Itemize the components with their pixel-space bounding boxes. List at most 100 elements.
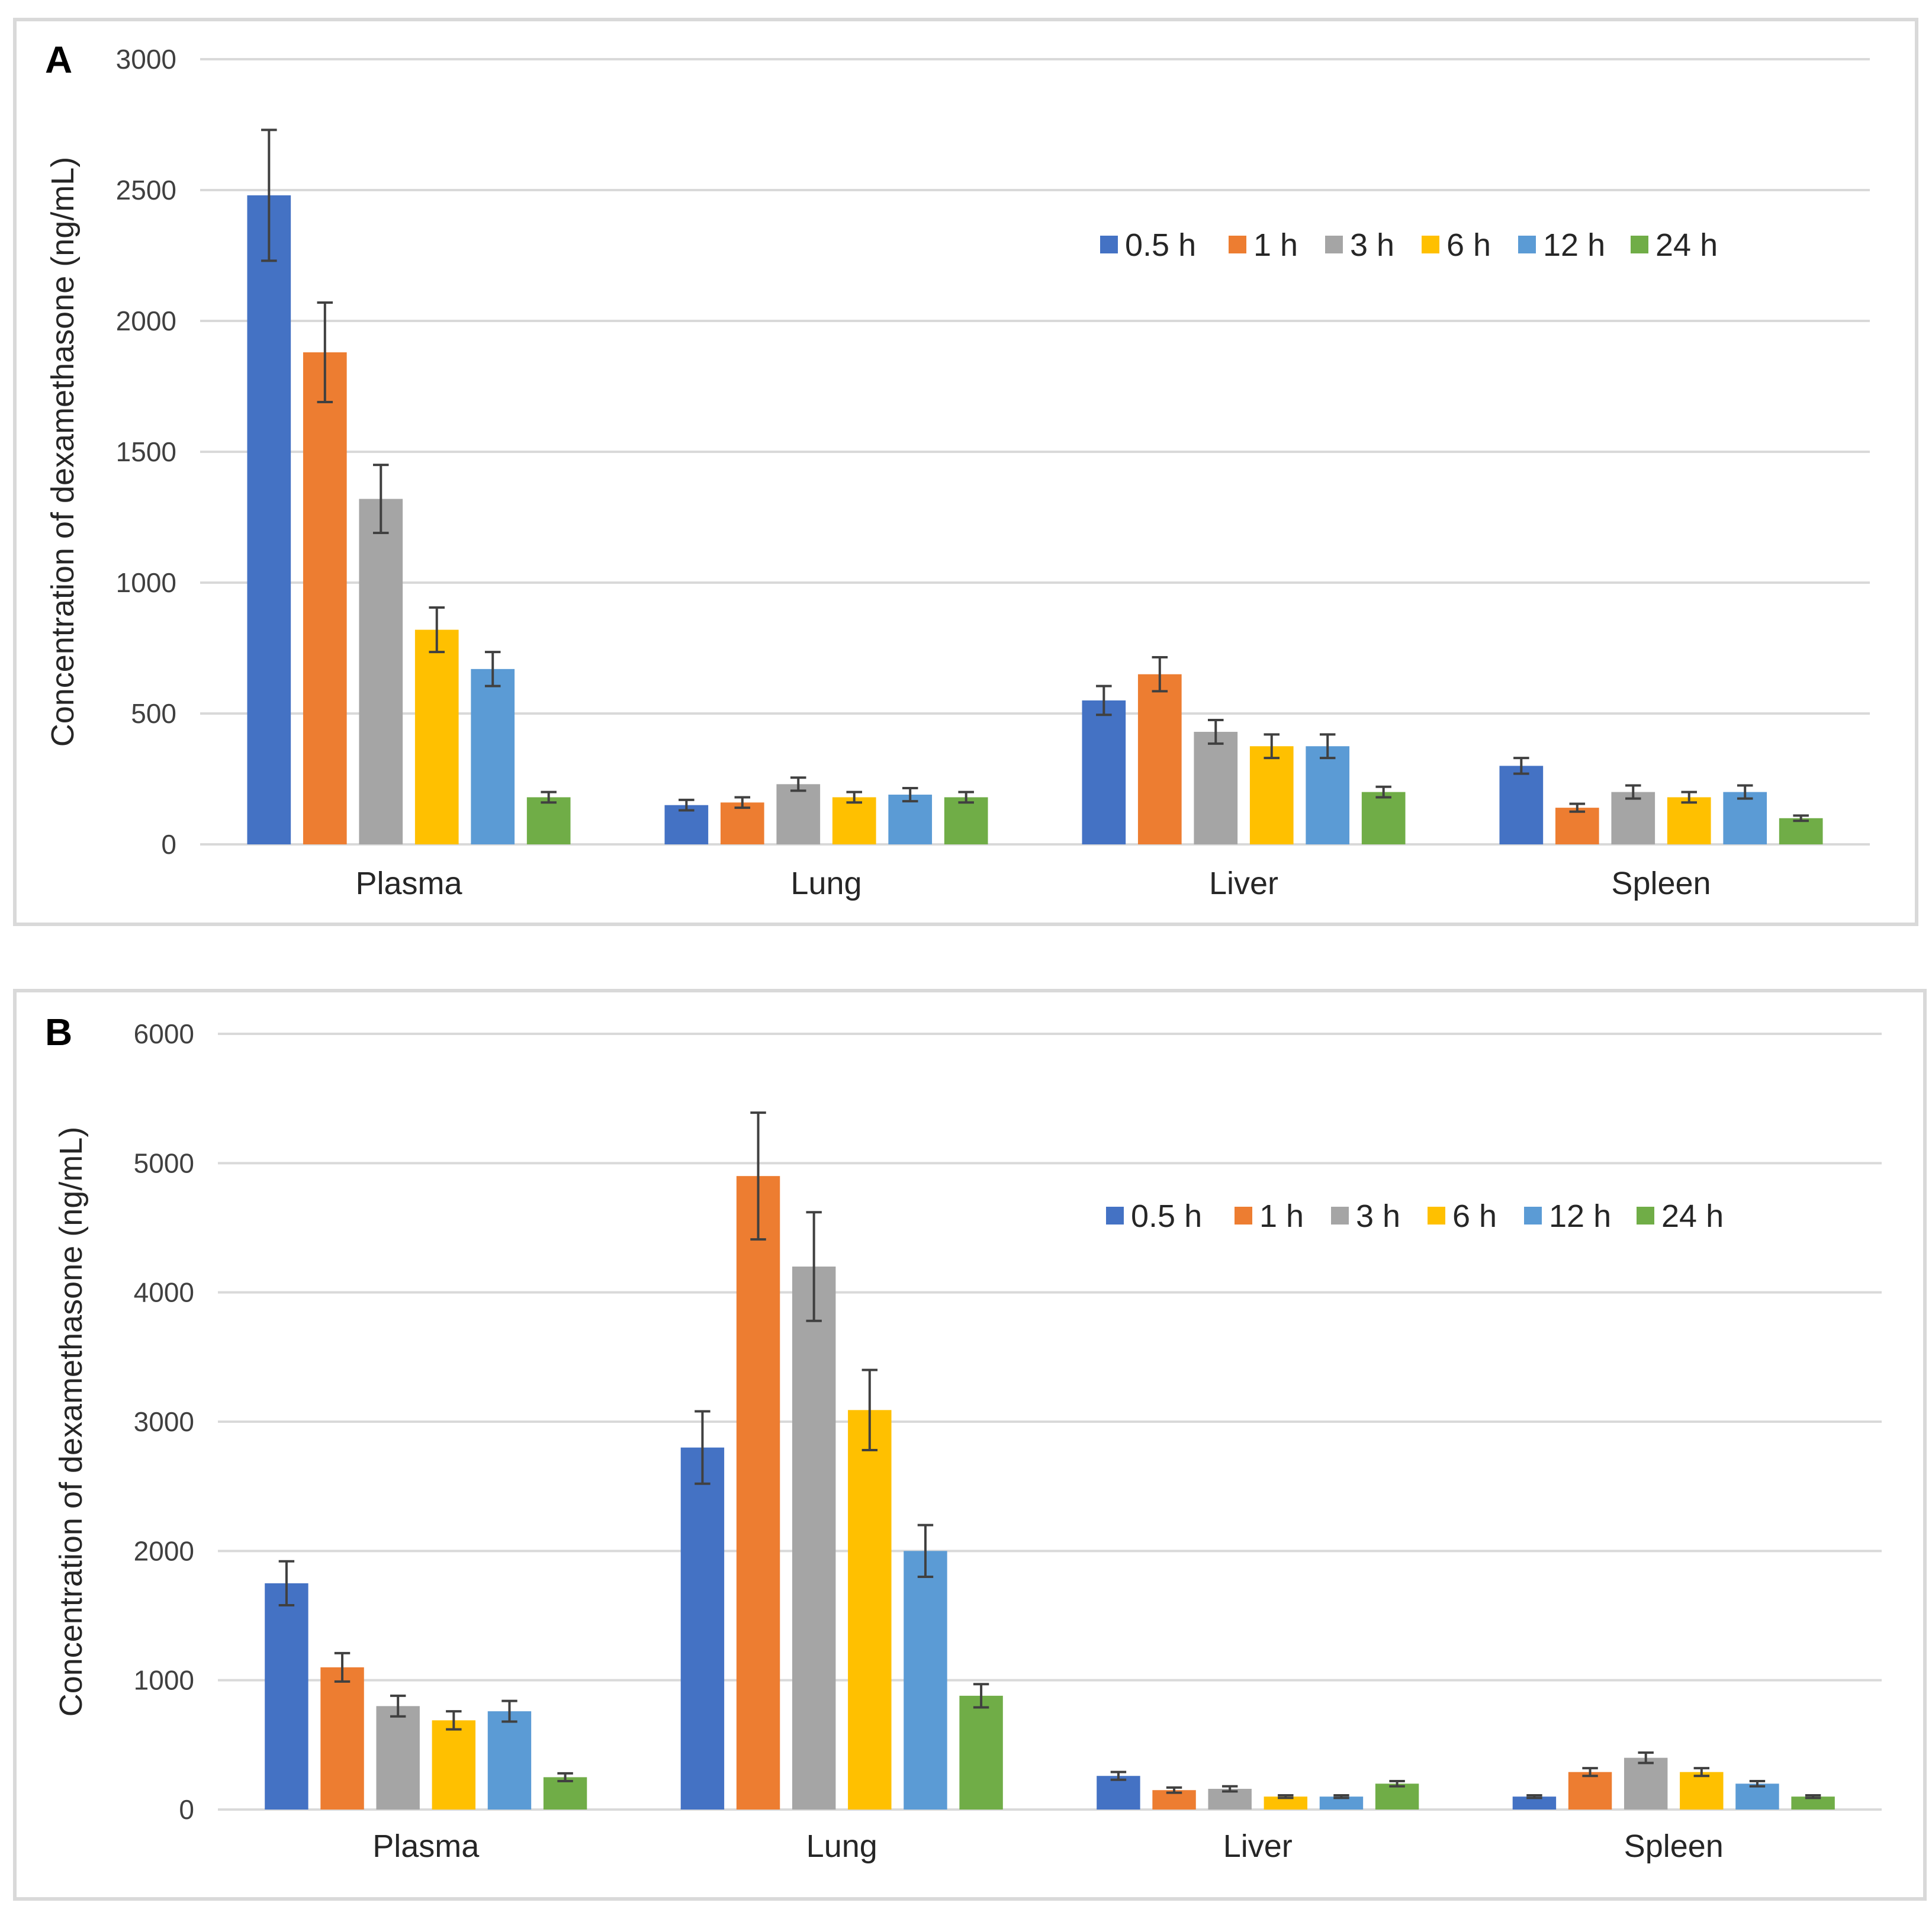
bar-plasma-24h	[543, 1777, 587, 1810]
x-category-label: Spleen	[1611, 866, 1711, 901]
legend-swatch	[1428, 1207, 1445, 1225]
error-bar	[429, 606, 445, 654]
error-bar	[1096, 684, 1112, 716]
error-bar	[1693, 1767, 1710, 1778]
bar-spleen-12h	[1735, 1783, 1779, 1810]
error-bar	[1208, 719, 1224, 745]
error-bar	[317, 301, 333, 404]
bar-lung-1h	[736, 1176, 780, 1810]
x-category-label: Liver	[1223, 1828, 1293, 1864]
y-tick-label: 3000	[116, 44, 176, 75]
bar-spleen-6h	[1680, 1772, 1724, 1810]
legend-label: 0.5 h	[1125, 227, 1196, 263]
error-bar	[679, 798, 695, 812]
bar-liver-05h	[1097, 1776, 1140, 1810]
legend-swatch	[1637, 1207, 1654, 1225]
bar-liver-3h	[1194, 731, 1238, 844]
chart-panel-b: B 0 1000 2000 3000 4000 5000 6000 Concentration…	[13, 989, 1927, 1901]
chart-a-svg: 0 500 1000 1500 2000 2500 3000 Concentration of…	[45, 44, 1870, 901]
error-bar	[446, 1710, 462, 1731]
error-bar	[261, 128, 277, 262]
chart-b-svg: 0 1000 2000 3000 4000 5000 6000 Concentration o…	[53, 1018, 1882, 1864]
error-bar	[1513, 757, 1529, 775]
x-category-label: Lung	[790, 866, 861, 901]
bar-lung-3h	[776, 784, 821, 844]
error-bar	[334, 1651, 351, 1683]
error-bar	[502, 1699, 517, 1723]
y-tick-label: 1000	[134, 1665, 194, 1696]
error-bar	[557, 1772, 573, 1782]
error-bar	[541, 790, 557, 804]
legend-swatch	[1331, 1207, 1349, 1225]
y-tick-label: 1000	[116, 567, 176, 598]
bar-lung-05h	[680, 1447, 725, 1810]
legend-swatch	[1235, 1207, 1252, 1225]
error-bar	[1638, 1751, 1654, 1765]
y-tick-label: 5000	[134, 1148, 194, 1178]
bar-spleen-12h	[1723, 792, 1767, 844]
legend-label: 1 h	[1259, 1198, 1304, 1234]
error-bar	[1681, 790, 1697, 804]
y-tick-label: 2500	[116, 175, 176, 205]
legend-swatch	[1106, 1207, 1124, 1225]
legend-label: 12 h	[1543, 227, 1605, 263]
legend-label: 6 h	[1446, 227, 1491, 263]
error-bar	[1625, 784, 1641, 800]
bar-spleen-24h	[1779, 818, 1823, 844]
bar-liver-12h	[1319, 1796, 1364, 1810]
bar-plasma-12h	[487, 1711, 532, 1810]
bar-spleen-6h	[1667, 797, 1711, 844]
y-tick-label: 1500	[116, 436, 176, 467]
error-bar	[484, 651, 501, 687]
error-bar	[806, 1211, 822, 1322]
error-bar	[1805, 1794, 1821, 1799]
y-tick-label: 500	[131, 698, 176, 729]
error-bar	[1793, 814, 1809, 822]
y-axis-label: Concentration of dexamethasone (ng/mL)	[45, 157, 81, 747]
error-bar	[1264, 733, 1280, 760]
bar-spleen-24h	[1791, 1796, 1835, 1810]
bar-plasma-1h	[320, 1667, 364, 1810]
bar-spleen-05h	[1499, 766, 1544, 844]
error-bar	[1737, 784, 1753, 800]
legend-swatch	[1422, 236, 1439, 253]
legend-label: 24 h	[1655, 227, 1718, 263]
legend-swatch	[1229, 236, 1246, 253]
legend-swatch	[1100, 236, 1118, 253]
bar-lung-12h	[888, 795, 933, 844]
error-bar	[695, 1410, 711, 1485]
x-category-label: Lung	[806, 1828, 877, 1864]
legend-label: 3 h	[1356, 1198, 1400, 1234]
legend-swatch	[1325, 236, 1343, 253]
y-axis-label: Concentration of dexamethasone (ng/mL)	[53, 1127, 89, 1717]
bar-lung-24h	[944, 797, 988, 844]
x-category-label: Liver	[1209, 866, 1278, 901]
legend-label: 12 h	[1549, 1198, 1611, 1234]
panel-label-a: A	[45, 38, 73, 81]
bar-liver-6h	[1249, 746, 1294, 844]
legend-label: 3 h	[1350, 227, 1394, 263]
panel-label-b: B	[45, 1011, 73, 1053]
bar-spleen-1h	[1568, 1772, 1612, 1810]
bar-liver-24h	[1361, 792, 1406, 844]
bar-lung-12h	[904, 1551, 947, 1810]
y-tick-label: 3000	[134, 1406, 194, 1437]
y-tick-label: 4000	[134, 1277, 194, 1308]
bar-lung-3h	[792, 1267, 836, 1810]
error-bar	[1166, 1786, 1182, 1794]
legend-label: 1 h	[1253, 227, 1298, 263]
bar-plasma-12h	[471, 669, 515, 844]
error-bar	[1569, 802, 1586, 813]
error-bar	[734, 796, 751, 809]
error-bar	[750, 1111, 766, 1241]
bar-lung-1h	[720, 802, 764, 844]
x-category-label: Plasma	[372, 1828, 480, 1864]
bar-lung-24h	[959, 1695, 1003, 1810]
legend-swatch	[1524, 1207, 1542, 1225]
legend-label: 24 h	[1661, 1198, 1724, 1234]
error-bar	[790, 776, 806, 792]
bar-lung-6h	[848, 1410, 892, 1810]
error-bar	[390, 1694, 406, 1718]
bar-spleen-3h	[1611, 792, 1655, 844]
bar-liver-12h	[1306, 746, 1350, 844]
